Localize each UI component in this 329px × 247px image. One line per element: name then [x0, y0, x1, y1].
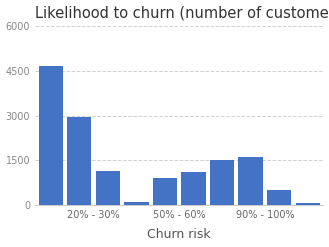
Bar [210, 160, 234, 205]
Bar [38, 66, 63, 205]
Bar [267, 190, 291, 205]
Bar [153, 178, 177, 205]
Bar [96, 171, 120, 205]
X-axis label: Churn risk: Churn risk [147, 228, 211, 242]
Bar [181, 172, 206, 205]
Bar [67, 117, 91, 205]
Text: Likelihood to churn (number of customers): Likelihood to churn (number of customers… [35, 5, 329, 21]
Bar [124, 202, 149, 205]
Bar [239, 157, 263, 205]
Bar [295, 203, 320, 205]
